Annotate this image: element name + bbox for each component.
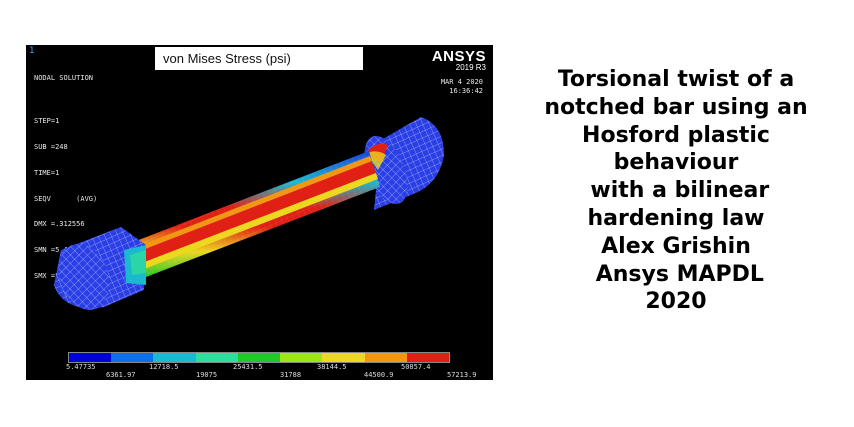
legend-swatch — [69, 353, 112, 362]
caption-line: 2020 — [645, 289, 707, 315]
legend-label: 12718.5 — [149, 363, 179, 371]
caption-text: Torsional twist of a notched bar using a… — [506, 66, 846, 316]
legend-swatch — [237, 353, 281, 362]
contour-legend-bar — [68, 352, 450, 363]
window-number: 1 — [29, 46, 35, 56]
caption-line: behaviour — [613, 150, 739, 176]
info-line: TIME=1 — [34, 168, 60, 177]
caption-line: Ansys MAPDL — [588, 261, 764, 287]
legend-swatch — [153, 353, 196, 362]
info-line: NODAL SOLUTION — [34, 74, 94, 83]
caption-line: with a bilinear — [582, 178, 770, 204]
legend-label: 25431.5 — [233, 363, 263, 371]
caption-line: notched bar using an — [544, 94, 808, 120]
ansys-logo: ANSYS — [431, 48, 486, 65]
info-line: DMX =.312556 — [34, 220, 85, 229]
legend-labels-bottom: 6361.97 19075 31788 44500.9 57213.9 — [64, 371, 493, 380]
result-title: von Mises Stress (psi) — [155, 47, 363, 70]
legend-label: 5.47735 — [66, 363, 96, 371]
timestamp: MAR 4 2020 16:36:42 — [441, 78, 483, 96]
caption-line: Torsional twist of a — [557, 67, 795, 92]
legend-label: 38144.5 — [317, 363, 347, 371]
legend-swatch — [280, 353, 323, 362]
fea-model — [54, 117, 444, 310]
legend-labels-top: 5.47735 12718.5 25431.5 38144.5 50857.4 — [64, 363, 484, 373]
graphics-viewport[interactable]: 1 von Mises Stress (psi) NODAL SOLUTION … — [26, 45, 493, 380]
info-line: STEP=1 — [34, 117, 60, 126]
legend-swatch — [406, 353, 449, 362]
legend-swatch — [195, 353, 238, 362]
date-label: MAR 4 2020 — [440, 78, 483, 86]
notched-shaft — [136, 151, 380, 277]
legend-swatch — [111, 353, 154, 362]
caption-line: Hosford plastic — [582, 122, 770, 148]
info-line: SEQV (AVG) — [34, 194, 98, 203]
legend-swatch — [364, 353, 407, 362]
legend-label: 6361.97 — [106, 371, 136, 379]
left-end-cylinder — [54, 227, 146, 310]
version-label: 2019 R3 — [455, 63, 486, 72]
legend-swatch — [322, 353, 365, 362]
legend-label: 19075 — [196, 371, 218, 379]
legend-label: 50857.4 — [401, 363, 431, 371]
info-line: SUB =248 — [34, 142, 68, 151]
legend-label: 44500.9 — [364, 371, 394, 379]
legend-label: 57213.9 — [447, 371, 477, 379]
legend-label: 31788 — [280, 371, 302, 379]
caption-line: Alex Grishin — [601, 233, 751, 259]
caption-line: hardening law — [587, 205, 765, 231]
time-label: 16:36:42 — [449, 87, 483, 95]
